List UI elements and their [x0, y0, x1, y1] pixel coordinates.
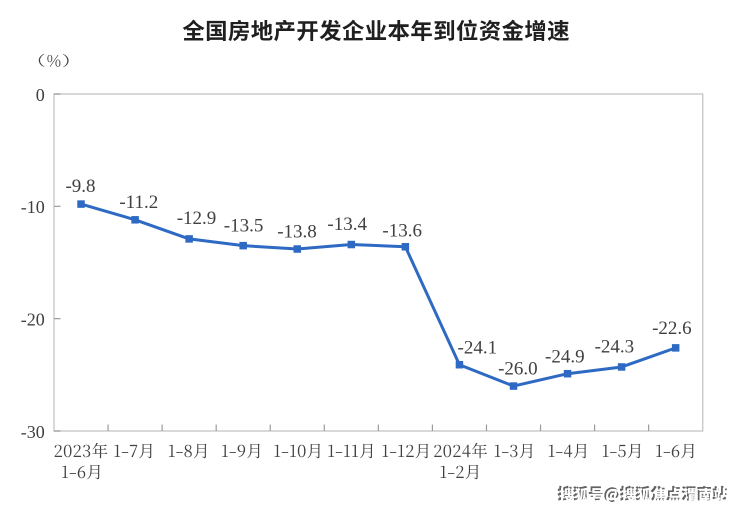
svg-text:-11.2: -11.2	[119, 192, 158, 213]
svg-text:-24.3: -24.3	[595, 337, 635, 358]
svg-text:-13.8: -13.8	[277, 221, 317, 242]
svg-text:-24.1: -24.1	[458, 338, 498, 359]
svg-text:-13.4: -13.4	[327, 214, 367, 235]
svg-text:-26.0: -26.0	[498, 359, 538, 380]
svg-text:-13.5: -13.5	[224, 216, 264, 237]
svg-text:-13.6: -13.6	[382, 220, 422, 241]
svg-text:-12.9: -12.9	[177, 208, 217, 229]
svg-text:-24.9: -24.9	[545, 347, 585, 368]
svg-text:-22.6: -22.6	[652, 318, 692, 339]
svg-text:-30: -30	[21, 422, 45, 442]
svg-text:-10: -10	[21, 197, 45, 217]
svg-text:0: 0	[36, 85, 45, 105]
svg-text:-9.8: -9.8	[65, 176, 95, 197]
svg-text:-20: -20	[21, 309, 45, 329]
